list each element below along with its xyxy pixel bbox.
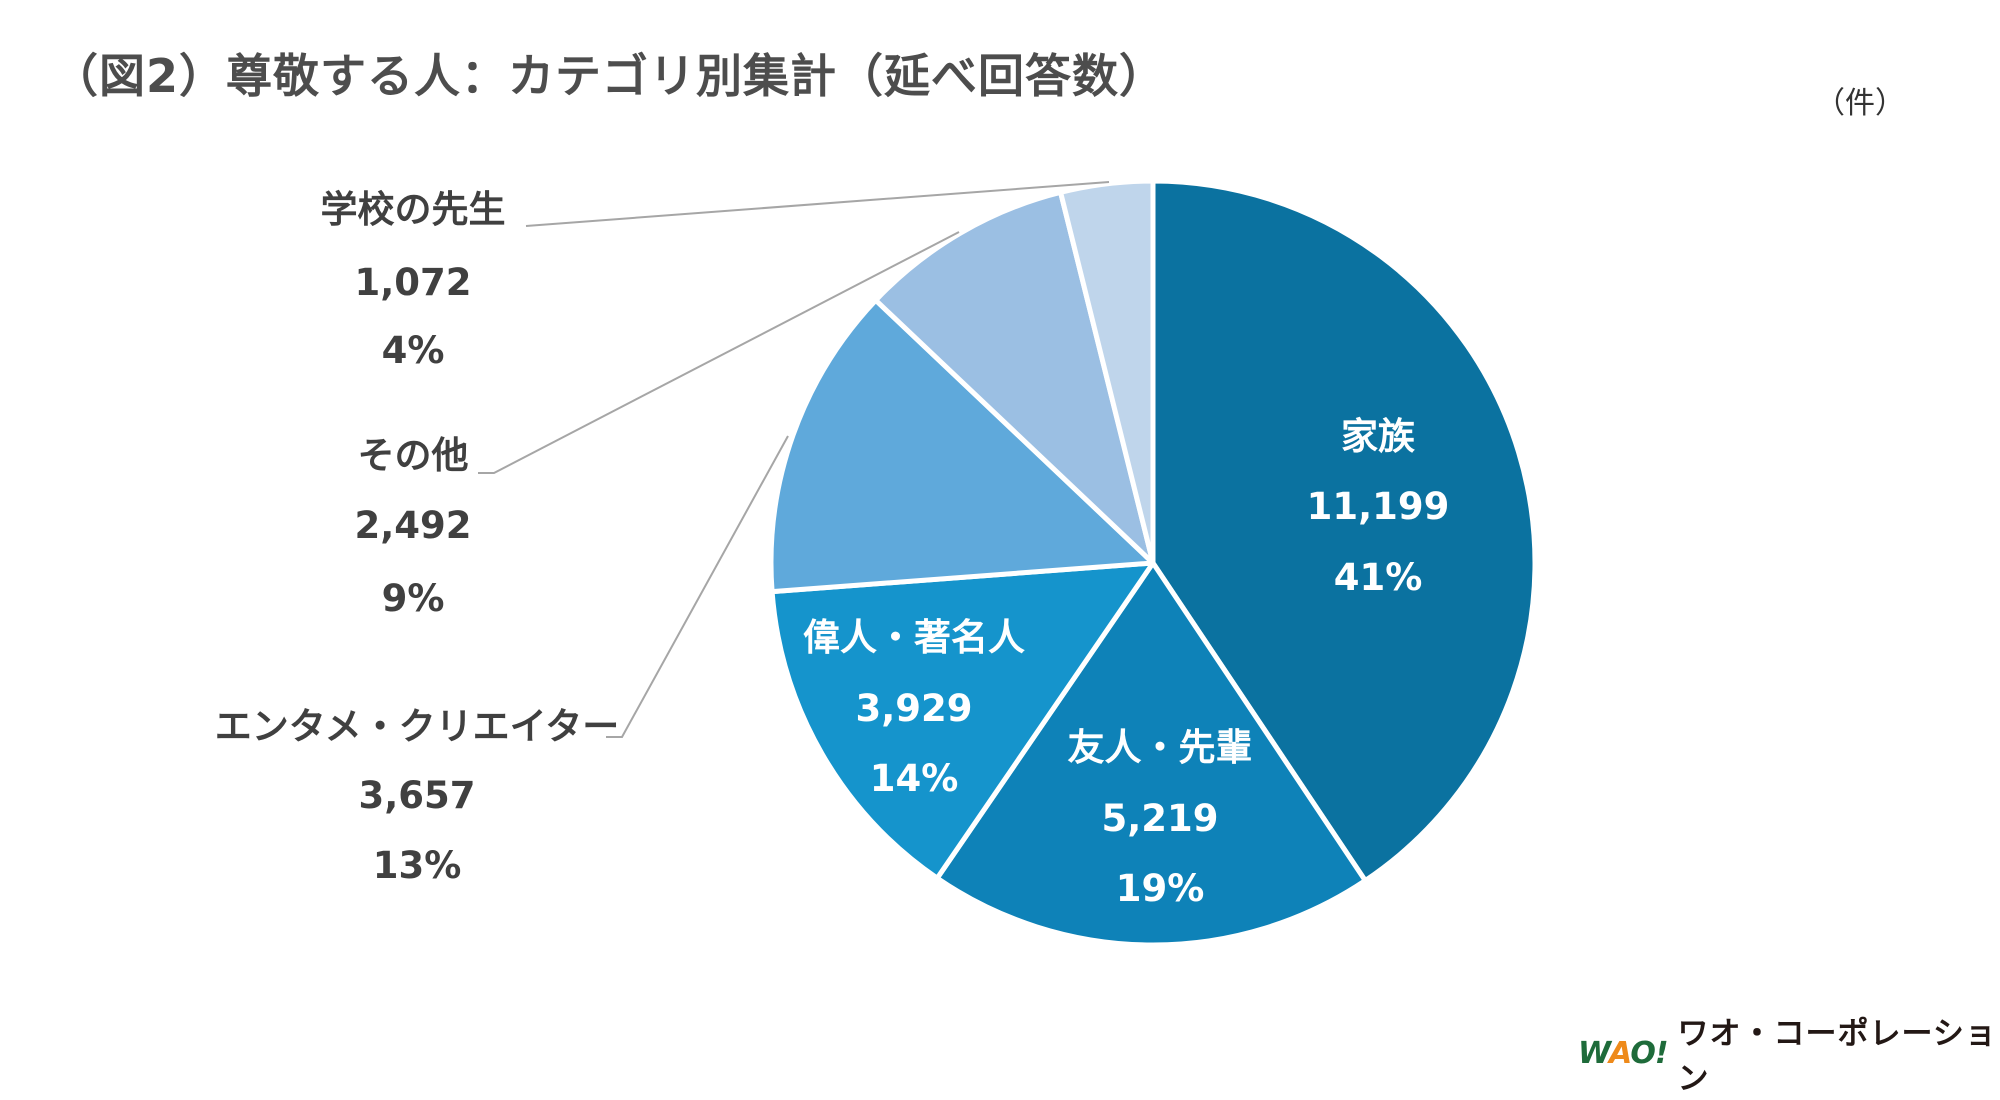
slice-name-label: その他 <box>358 434 469 477</box>
logo-text: ワオ・コーポレーション <box>1677 1016 1997 1097</box>
leader-line-4 <box>478 231 960 474</box>
slice-value-label: 11,199 <box>1307 485 1450 528</box>
company-logo: WAO! ワオ・コーポレーション <box>1578 1008 2000 1098</box>
pie-slice-1 <box>934 560 1368 948</box>
pie-slice-5 <box>1058 178 1156 566</box>
leader-line-5 <box>525 181 1110 227</box>
slice-name-label: 学校の先生 <box>321 188 506 231</box>
slice-value-label: 3,929 <box>855 687 972 730</box>
leader-line-3 <box>606 435 789 738</box>
chart-title: （図2）尊敬する人：カテゴリ別集計（延べ回答数） <box>52 49 1167 103</box>
slice-percent-label: 9% <box>382 577 445 620</box>
slice-percent-label: 4% <box>382 329 445 372</box>
wao-logo-mark: WAO! <box>1578 1035 1669 1071</box>
slice-percent-label: 14% <box>870 757 959 800</box>
slice-percent-label: 19% <box>1116 867 1205 910</box>
slice-percent-label: 13% <box>373 844 462 887</box>
slice-value-label: 1,072 <box>354 261 471 304</box>
slice-value-label: 5,219 <box>1101 797 1218 840</box>
slice-name-label: 友人・先輩 <box>1068 726 1253 769</box>
slice-value-label: 2,492 <box>354 504 471 547</box>
slice-value-label: 3,657 <box>358 774 475 817</box>
pie-slice-3 <box>768 297 1156 595</box>
slice-percent-label: 41% <box>1334 556 1423 599</box>
pie-slice-2 <box>769 560 1156 881</box>
slice-name-label: 偉人・著名人 <box>803 616 1025 659</box>
slice-name-label: エンタメ・クリエイター <box>215 705 619 748</box>
slice-name-label: 家族 <box>1341 415 1415 458</box>
unit-label: （件） <box>1815 86 1905 121</box>
